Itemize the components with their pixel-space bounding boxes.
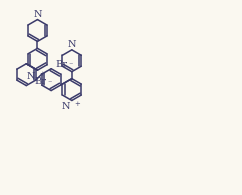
Text: Br: Br [34, 77, 46, 86]
Text: N: N [27, 72, 36, 81]
Text: ⁻: ⁻ [68, 61, 73, 70]
Text: ⁻: ⁻ [47, 78, 51, 87]
Text: Br: Br [55, 60, 67, 69]
Text: N: N [33, 10, 42, 19]
Text: N: N [61, 102, 70, 111]
Text: +: + [74, 100, 80, 108]
Text: +: + [39, 70, 45, 78]
Text: N: N [68, 40, 76, 49]
